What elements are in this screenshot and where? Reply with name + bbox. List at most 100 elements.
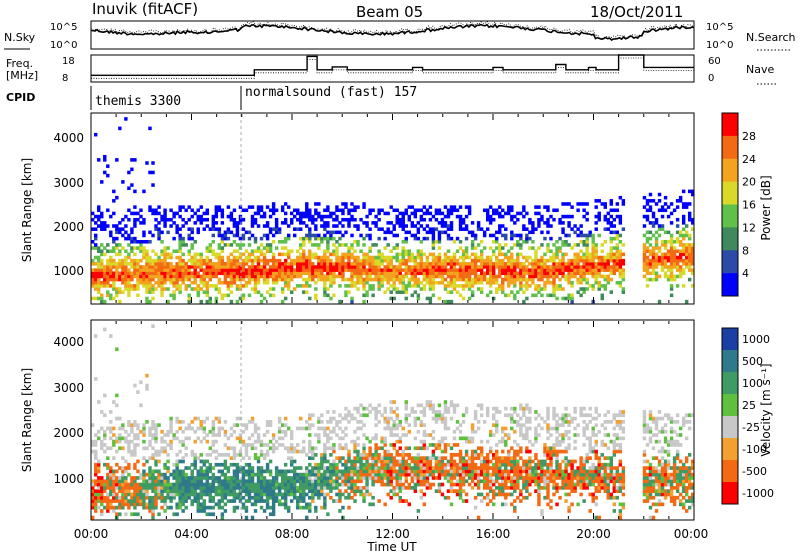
velocity-cell — [278, 499, 281, 503]
power-cell — [305, 209, 308, 213]
power-cell — [347, 284, 350, 288]
velocity-cell — [163, 446, 166, 450]
power-cell — [504, 253, 507, 257]
power-cell — [546, 205, 549, 209]
velocity-cell — [386, 463, 389, 467]
power-cell — [308, 284, 311, 288]
power-cell — [510, 259, 513, 263]
velocity-cell — [206, 512, 209, 516]
velocity-cell — [112, 499, 115, 503]
power-cell — [468, 205, 471, 209]
power-cell — [151, 209, 154, 213]
power-cell — [326, 268, 329, 272]
power-cell — [191, 227, 194, 231]
power-cell — [450, 212, 453, 216]
power-cell — [537, 205, 540, 209]
power-cell — [477, 275, 480, 279]
power-cell — [564, 275, 567, 279]
power-cell — [649, 243, 652, 247]
velocity-cell — [296, 503, 299, 507]
power-cell — [124, 231, 127, 235]
velocity-cell — [184, 486, 187, 490]
velocity-cell — [284, 486, 287, 490]
power-cell — [296, 256, 299, 260]
power-cell — [302, 240, 305, 244]
power-cell — [130, 227, 133, 231]
power-cell — [396, 275, 399, 279]
power-cell — [661, 259, 664, 263]
velocity-cell — [136, 503, 139, 507]
power-cell — [525, 234, 528, 238]
power-cell — [344, 268, 347, 272]
power-cell — [477, 278, 480, 282]
velocity-cell — [441, 413, 444, 417]
power-cell — [368, 209, 371, 213]
power-cell — [377, 281, 380, 285]
power-cell — [194, 287, 197, 291]
power-cell — [477, 227, 480, 231]
velocity-cell — [450, 483, 453, 487]
power-cell — [519, 265, 522, 269]
power-cell — [655, 221, 658, 225]
velocity-cell — [133, 453, 136, 457]
velocity-cell — [181, 470, 184, 474]
velocity-cell — [432, 417, 435, 421]
power-cell — [103, 281, 106, 285]
velocity-cell — [148, 496, 151, 500]
velocity-cell — [365, 476, 368, 480]
power-cell — [305, 268, 308, 272]
power-cell — [212, 221, 215, 225]
power-cell — [456, 249, 459, 253]
velocity-cell — [215, 417, 218, 421]
velocity-cell — [118, 489, 121, 493]
velocity-cell — [377, 499, 380, 503]
power-cell — [290, 262, 293, 266]
velocity-cell — [218, 483, 221, 487]
velocity-cell — [353, 489, 356, 493]
power-cell — [145, 262, 148, 266]
power-cell — [290, 249, 293, 253]
velocity-cell — [187, 479, 190, 483]
power-cell — [528, 256, 531, 260]
velocity-cell — [224, 483, 227, 487]
velocity-cell — [109, 430, 112, 434]
power-cell — [118, 287, 121, 291]
power-cell — [181, 243, 184, 247]
power-cell — [579, 240, 582, 244]
velocity-cell — [402, 463, 405, 467]
velocity-cell — [272, 506, 275, 510]
power-cell — [281, 268, 284, 272]
velocity-cell — [293, 479, 296, 483]
power-cell — [408, 256, 411, 260]
power-cell — [178, 209, 181, 213]
velocity-cell — [444, 427, 447, 431]
power-cell — [130, 168, 133, 172]
velocity-cell — [393, 493, 396, 497]
velocity-cell — [133, 479, 136, 483]
velocity-cell — [215, 489, 218, 493]
velocity-cell — [278, 427, 281, 431]
velocity-cell — [383, 407, 386, 411]
power-cell — [326, 205, 329, 209]
power-cell — [604, 202, 607, 206]
power-cell — [468, 275, 471, 279]
velocity-cell — [163, 496, 166, 500]
power-cell — [432, 284, 435, 288]
power-cell — [227, 227, 230, 231]
power-cell — [604, 227, 607, 231]
power-cell — [516, 256, 519, 260]
power-cell — [670, 294, 673, 298]
power-cell — [643, 196, 646, 200]
velocity-cell — [296, 427, 299, 431]
power-cell — [148, 278, 151, 282]
velocity-cell — [263, 486, 266, 490]
power-cell — [142, 281, 145, 285]
power-cell — [341, 224, 344, 228]
velocity-cell — [275, 473, 278, 477]
velocity-cell — [209, 476, 212, 480]
velocity-cell — [453, 463, 456, 467]
velocity-cell — [263, 489, 266, 493]
velocity-cell — [121, 473, 124, 477]
power-cell — [97, 290, 100, 294]
power-cell — [374, 262, 377, 266]
